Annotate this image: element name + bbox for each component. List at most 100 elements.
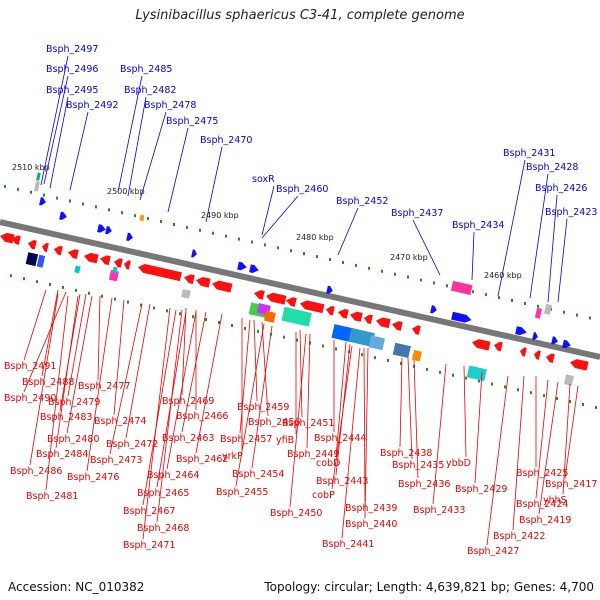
forward-gene (39, 197, 46, 206)
reverse-gene-label: Bsph_2483 (40, 412, 92, 423)
reverse-gene-shape (124, 260, 131, 270)
reverse-leader-line (67, 293, 87, 397)
reverse-gene-label: Bsph_2491 (4, 361, 56, 372)
tick-dot (524, 301, 526, 305)
reverse-leader-line (486, 375, 509, 546)
reverse-gene-label: Bsph_2466 (176, 411, 228, 422)
reverse-gene-shape (392, 321, 403, 331)
tick-dot (225, 234, 227, 238)
forward-leader-line (412, 219, 441, 276)
tick-dot (329, 258, 331, 262)
forward-gene (532, 332, 538, 341)
tick-dot (95, 205, 97, 209)
tick-dot (23, 277, 25, 281)
reverse-gene-shape (570, 359, 589, 371)
reverse-gene-label: Bsph_2472 (106, 439, 158, 450)
reverse-gene-shape (114, 258, 123, 268)
forward-gene-shape (59, 211, 67, 221)
reverse-gene-shape (412, 325, 421, 335)
reverse-gene (266, 292, 287, 305)
tick-dot (4, 184, 6, 188)
tick-dot (426, 367, 428, 371)
reverse-gene-label: Bsph_2474 (94, 416, 146, 427)
reverse-leader-line (474, 371, 483, 484)
reverse-leader-line (331, 345, 353, 490)
forward-leader-line (69, 111, 89, 191)
forward-leader-line (205, 146, 223, 223)
reverse-gene-label: Bsph_2462 (176, 454, 228, 465)
tick-dot (238, 237, 240, 241)
genome-backbone (0, 219, 600, 360)
reverse-gene-label: Bsph_2443 (316, 476, 368, 487)
topology-text: Topology: circular; Length: 4,639,821 bp… (264, 580, 594, 594)
reverse-leader-line (299, 329, 303, 418)
forward-gene-label: Bsph_2475 (166, 116, 218, 127)
reverse-leader-line (86, 297, 113, 472)
tick-dot (10, 274, 12, 278)
reverse-gene-label: Bsph_2488 (22, 377, 74, 388)
reverse-gene-label: Bsph_2468 (137, 523, 189, 534)
forward-leader-line (547, 194, 558, 303)
reverse-leader-line (109, 303, 143, 455)
tick-dot (407, 275, 409, 279)
feature-block (392, 342, 411, 359)
tick-dot (530, 391, 532, 395)
tick-dot (446, 284, 448, 288)
forward-gene (551, 336, 558, 345)
reverse-gene-shape (364, 314, 373, 325)
forward-leader-line (497, 159, 526, 297)
reverse-gene-label: cobD (316, 458, 340, 469)
tick-label: 2500 kbp (107, 187, 145, 196)
reverse-gene (326, 306, 335, 316)
reverse-gene-label: Bsph_2484 (36, 449, 88, 460)
reverse-leader-line (562, 383, 571, 495)
reverse-leader-line (306, 333, 311, 449)
reverse-leader-line (512, 375, 525, 531)
reverse-gene-label: Bsph_2417 (545, 479, 597, 490)
forward-gene-shape (562, 339, 571, 349)
reverse-leader-line (463, 365, 467, 458)
reverse-gene-label: Bsph_2427 (467, 546, 519, 557)
feature-block (263, 310, 276, 323)
tick-dot (88, 291, 90, 295)
feature-block (112, 266, 118, 274)
forward-gene (326, 285, 333, 295)
reverse-gene-label: Bsph_2440 (345, 519, 397, 530)
forward-gene-shape (326, 285, 333, 295)
tick-label: 2460 kbp (484, 271, 522, 280)
reverse-gene (338, 308, 349, 319)
feature-block (108, 269, 119, 282)
tick-dot (491, 382, 493, 386)
reverse-leader-line (45, 295, 69, 491)
reverse-gene (0, 232, 15, 244)
tick-dot (342, 260, 344, 264)
tick-dot (504, 385, 506, 389)
reverse-leader-line (97, 295, 101, 381)
tick-dot (420, 278, 422, 282)
reverse-gene-label: Bsph_2449 (287, 449, 339, 460)
reverse-leader-line (181, 311, 207, 433)
forward-gene-label: Bsph_2426 (535, 183, 587, 194)
feature-block (139, 214, 145, 222)
reverse-gene (12, 235, 21, 245)
feature-block (534, 307, 542, 319)
tick-dot (335, 347, 337, 351)
reverse-gene (376, 317, 391, 329)
reverse-leader-line (363, 347, 366, 503)
forward-gene-label: Bsph_2482 (124, 85, 176, 96)
reverse-leader-line (181, 307, 187, 396)
tick-dot (452, 373, 454, 377)
reverse-gene-shape (300, 300, 325, 314)
forward-gene (451, 311, 472, 323)
reverse-gene (520, 347, 527, 357)
forward-leader-line (261, 195, 299, 239)
tick-dot (368, 266, 370, 270)
forward-leader-line (117, 75, 143, 193)
reverse-leader-line (113, 299, 125, 416)
tick-dot (316, 255, 318, 259)
forward-leader-line (337, 207, 359, 256)
reverse-gene (364, 314, 373, 325)
reverse-leader-line (29, 293, 59, 466)
forward-gene (191, 249, 197, 258)
reverse-gene-label: Bsph_2425 (516, 468, 568, 479)
